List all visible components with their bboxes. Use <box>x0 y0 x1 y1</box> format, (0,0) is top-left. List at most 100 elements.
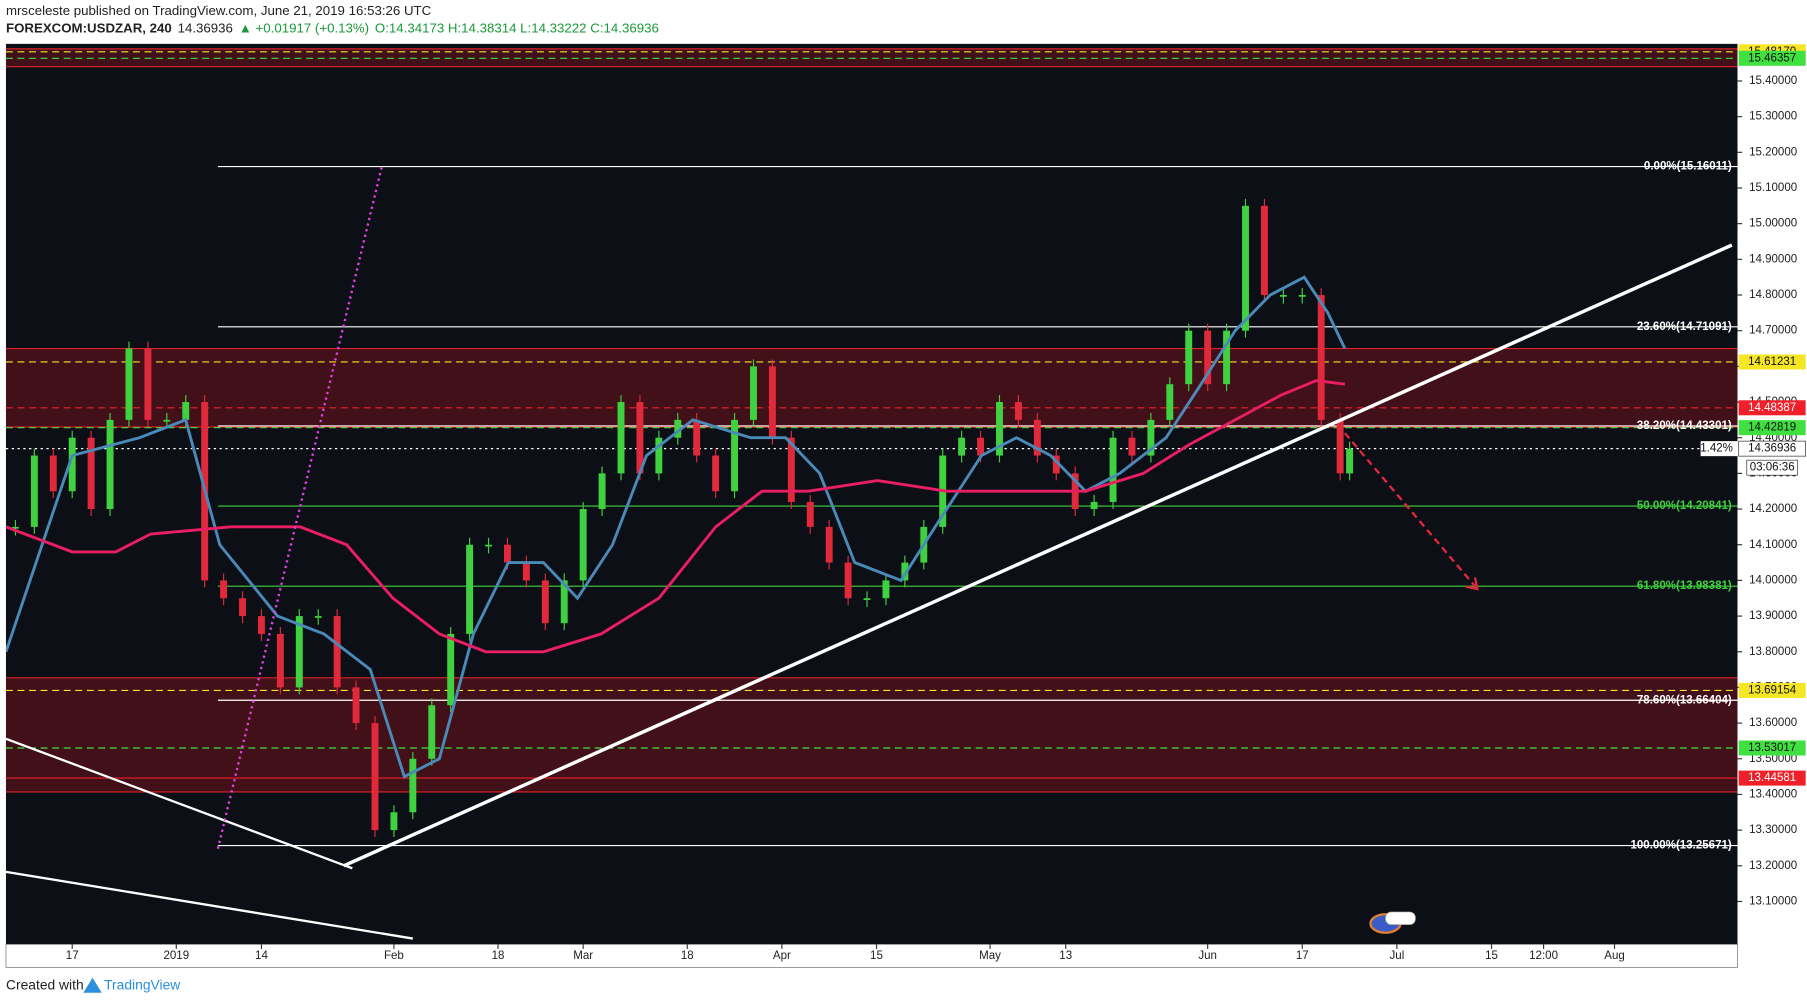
countdown-bg <box>1746 459 1798 476</box>
price-label-bg <box>1738 354 1806 370</box>
x-tick-label: 18 <box>492 950 505 962</box>
candle <box>1033 419 1041 456</box>
y-tick-label: 15.40000 <box>1749 75 1797 87</box>
candle <box>1109 437 1117 502</box>
moving-average <box>5 379 1345 654</box>
price-label: 13.53017 <box>1748 742 1796 754</box>
candle <box>996 402 1003 456</box>
fib-label: 61.80%(13.98381) <box>1637 580 1732 592</box>
y-tick-label: 13.50000 <box>1749 753 1797 765</box>
fib-label: 50.00%(14.20841) <box>1637 500 1732 512</box>
fib-label: 23.60%(14.71091) <box>1637 321 1732 333</box>
candle <box>1204 330 1212 385</box>
candle <box>1346 448 1354 474</box>
trendline <box>216 167 383 849</box>
candle <box>560 580 568 624</box>
candle <box>958 437 966 456</box>
candle <box>11 526 19 529</box>
x-tick-label: 15 <box>870 950 883 962</box>
candle <box>220 580 228 599</box>
x-tick-label: 15 <box>1485 950 1498 962</box>
candle <box>1185 330 1193 385</box>
x-tick-label: 12:00 <box>1529 950 1558 962</box>
event-badge <box>1385 911 1416 926</box>
brand-logo <box>83 977 102 993</box>
x-tick-label: May <box>979 950 1001 962</box>
candle <box>276 633 284 688</box>
price-axis <box>1737 43 1807 968</box>
candle <box>352 687 360 724</box>
candle <box>485 544 493 547</box>
ohlc: O:14.34173 H:14.38314 L:14.33222 C:14.36… <box>375 20 659 35</box>
trendline <box>5 870 414 940</box>
x-tick-label: Apr <box>773 950 791 962</box>
published-line: mrsceleste published on TradingView.com,… <box>6 3 432 18</box>
plot-area <box>5 43 1738 945</box>
y-tick-label: 13.40000 <box>1749 788 1797 800</box>
countdown-label: 03:06:36 <box>1750 462 1795 474</box>
candle <box>787 437 795 502</box>
price-label: 13.69154 <box>1748 684 1797 696</box>
candle <box>712 455 720 492</box>
footer-brand: TradingView <box>104 976 181 992</box>
event-icon <box>1369 911 1416 934</box>
candle <box>409 758 417 813</box>
candle <box>144 348 152 420</box>
percent-bg <box>1700 441 1738 457</box>
candle <box>882 580 890 599</box>
candle <box>636 402 644 474</box>
price-label: 14.48387 <box>1748 402 1796 414</box>
x-tick-label: Aug <box>1604 950 1625 962</box>
y-tick-label: 14.70000 <box>1749 325 1797 337</box>
candle <box>314 616 322 618</box>
candle <box>1279 295 1287 297</box>
x-tick-label: 17 <box>1296 950 1309 962</box>
candle <box>863 598 871 600</box>
candle <box>674 419 682 438</box>
y-tick-label: 13.80000 <box>1749 646 1797 658</box>
x-tick-label: 2019 <box>163 950 189 962</box>
candle <box>731 419 739 492</box>
y-tick-label: 14.20000 <box>1749 503 1797 515</box>
price-label-bg <box>1738 50 1806 66</box>
x-tick-label: Feb <box>384 950 404 962</box>
candle <box>1260 205 1268 296</box>
y-tick-label: 14.90000 <box>1749 253 1797 265</box>
candle <box>390 812 398 831</box>
candle <box>617 402 625 474</box>
fib-label: 78.60%(13.66404) <box>1637 694 1732 706</box>
candle <box>333 616 341 688</box>
moving-average <box>5 275 1347 779</box>
x-tick-label: Jul <box>1390 950 1405 962</box>
candle <box>750 366 757 420</box>
candle <box>768 366 776 438</box>
candle <box>49 455 57 492</box>
y-tick-label: 15.10000 <box>1749 182 1797 194</box>
trendline <box>5 737 353 870</box>
candle <box>541 580 549 624</box>
candle <box>693 419 701 456</box>
candle <box>1128 437 1136 456</box>
candle <box>30 455 38 527</box>
candle <box>68 437 76 492</box>
price-label: 14.61231 <box>1748 356 1796 368</box>
candle <box>1223 330 1231 385</box>
candle <box>825 526 833 563</box>
axes: 15.40000 15.30000 15.20000 15.10000 15.00000… <box>66 44 1806 962</box>
zone <box>5 677 1738 792</box>
fib-label: 100.00%(13.25671) <box>1630 840 1731 852</box>
y-tick-label: 15.20000 <box>1749 146 1797 158</box>
y-tick-label: 13.10000 <box>1749 896 1797 908</box>
change: ▲ +0.01917 (+0.13%) <box>239 20 369 35</box>
candle <box>295 616 303 688</box>
y-tick-label: 14.00000 <box>1749 574 1797 586</box>
candle <box>163 419 171 422</box>
price-label: 14.42819 <box>1748 422 1796 434</box>
time-axis <box>5 943 1738 968</box>
candle <box>125 348 133 420</box>
candle <box>428 705 436 759</box>
trendline <box>343 243 1733 868</box>
arrow-head <box>1465 577 1479 591</box>
